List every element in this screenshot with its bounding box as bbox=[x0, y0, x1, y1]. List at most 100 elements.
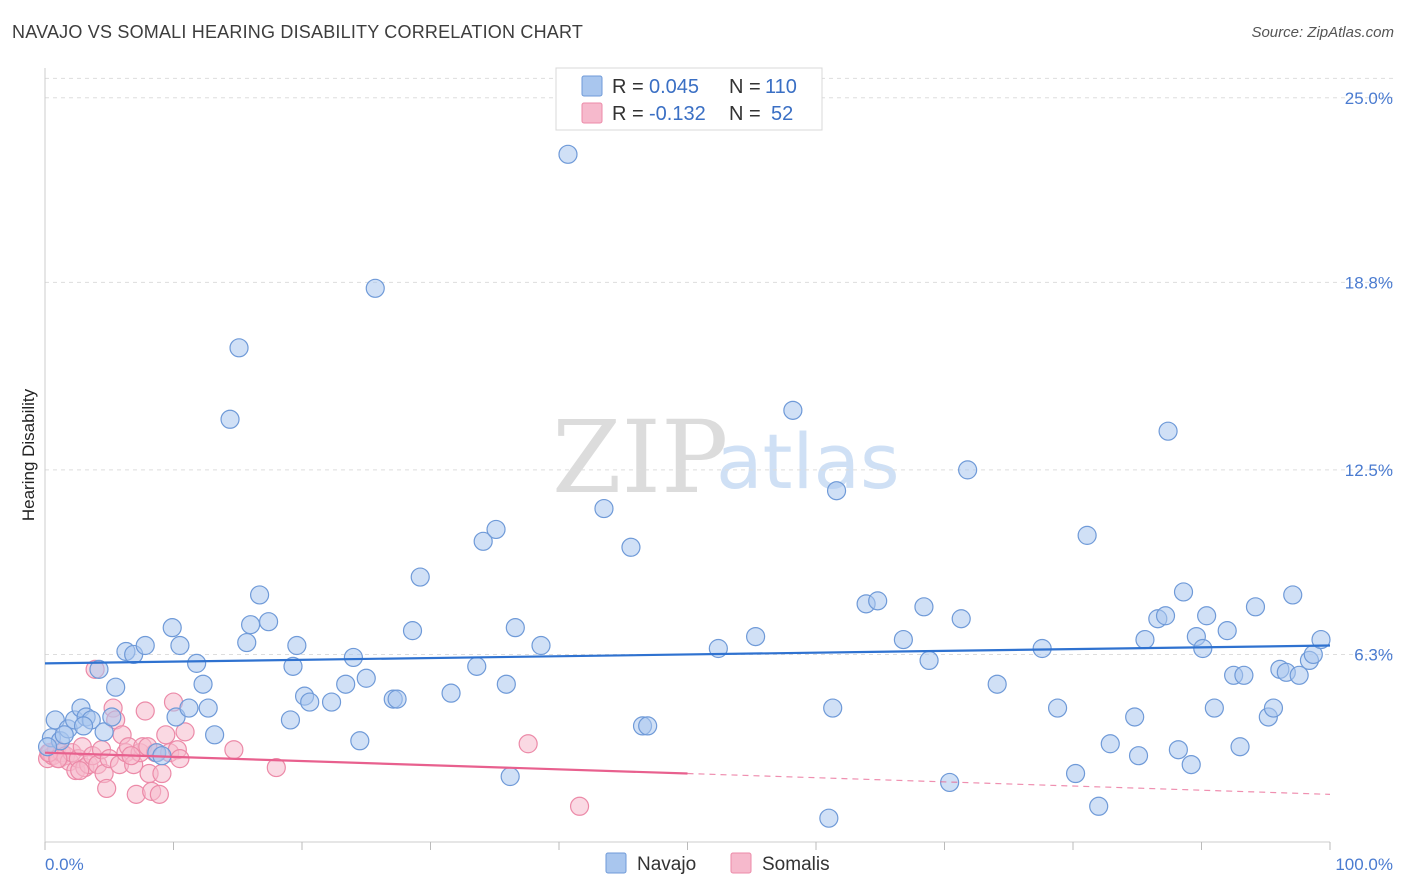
somalis-point bbox=[518, 734, 538, 754]
navajo-point bbox=[1245, 597, 1266, 617]
legend-r-label-somalis: R = bbox=[612, 103, 644, 125]
navajo-point bbox=[823, 698, 843, 718]
navajo-point bbox=[531, 635, 551, 656]
navajo-point bbox=[826, 481, 847, 501]
navajo-point bbox=[940, 772, 960, 793]
somalis-point bbox=[569, 796, 590, 816]
navajo-point bbox=[638, 716, 658, 736]
navajo-point bbox=[958, 460, 978, 480]
legend-n-value-navajo: 110 bbox=[765, 76, 797, 98]
x-tick-label-max: 100.0% bbox=[1335, 855, 1393, 874]
y-tick-label: 6.3% bbox=[1354, 645, 1393, 664]
axis-layer bbox=[44, 68, 1331, 850]
navajo-point bbox=[336, 674, 356, 694]
navajo-point bbox=[73, 716, 94, 736]
y-axis-label: Hearing Disability bbox=[19, 388, 38, 521]
navajo-point bbox=[505, 618, 525, 638]
navajo-point bbox=[473, 531, 493, 551]
series-legend: Navajo Somalis bbox=[605, 852, 830, 875]
navajo-series bbox=[37, 144, 1331, 828]
navajo-point bbox=[102, 707, 122, 727]
legend-swatch-somalis bbox=[581, 102, 603, 124]
somalis-point bbox=[70, 760, 90, 781]
somalis-point bbox=[175, 722, 195, 742]
navajo-point bbox=[387, 689, 407, 709]
navajo-point bbox=[1283, 585, 1303, 605]
navajo-point bbox=[162, 618, 182, 638]
grid-layer bbox=[45, 77, 1393, 655]
navajo-point bbox=[1289, 665, 1309, 685]
navajo-point bbox=[783, 400, 803, 420]
somalis-point bbox=[224, 740, 244, 760]
y-tick-label: 12.5% bbox=[1345, 461, 1393, 480]
somalis-point bbox=[97, 778, 117, 799]
navajo-point bbox=[343, 647, 363, 668]
somalis-point bbox=[170, 749, 190, 769]
legend-r-value-navajo: 0.045 bbox=[649, 76, 699, 98]
navajo-point bbox=[89, 659, 109, 679]
navajo-point bbox=[365, 278, 385, 298]
watermark-atlas: atlas bbox=[716, 417, 900, 506]
navajo-point bbox=[951, 609, 971, 629]
navajo-point bbox=[1173, 582, 1194, 602]
navajo-point bbox=[229, 338, 249, 358]
navajo-point bbox=[1311, 629, 1331, 650]
navajo-point bbox=[258, 612, 279, 632]
somalis-point bbox=[149, 784, 169, 804]
navajo-point bbox=[300, 692, 320, 712]
legend-n-label-somalis: N = bbox=[729, 103, 761, 125]
somalis-point bbox=[266, 757, 286, 778]
navajo-point bbox=[1234, 665, 1254, 685]
navajo-point bbox=[94, 722, 114, 742]
source-label: Source: ZipAtlas.com bbox=[1251, 24, 1394, 41]
navajo-point bbox=[249, 585, 270, 605]
navajo-point bbox=[1128, 746, 1149, 766]
navajo-point bbox=[594, 498, 614, 519]
somalis-point bbox=[156, 725, 176, 745]
navajo-point bbox=[237, 632, 257, 653]
navajo-trend-line bbox=[44, 644, 1331, 665]
navajo-point bbox=[1077, 525, 1097, 545]
somalis-point bbox=[152, 763, 172, 784]
navajo-point bbox=[893, 629, 913, 650]
navajo-point bbox=[486, 519, 506, 540]
navajo-point bbox=[1135, 629, 1155, 650]
navajo-point bbox=[914, 597, 934, 617]
navajo-point bbox=[621, 537, 641, 557]
navajo-point bbox=[987, 674, 1007, 694]
navajo-point bbox=[1158, 421, 1178, 441]
navajo-point bbox=[287, 635, 307, 656]
y-tick-label: 18.8% bbox=[1345, 273, 1393, 292]
navajo-point bbox=[496, 674, 516, 694]
somalis-point bbox=[135, 701, 155, 721]
navajo-point bbox=[1193, 638, 1213, 659]
navajo-point bbox=[37, 737, 58, 757]
navajo-point bbox=[1155, 606, 1176, 626]
navajo-point bbox=[205, 725, 225, 745]
trend-lines bbox=[44, 644, 1331, 795]
y-tick-label: 25.0% bbox=[1345, 89, 1393, 108]
navajo-point bbox=[819, 808, 839, 828]
navajo-point bbox=[402, 621, 423, 641]
bottom-legend-swatch-somalis bbox=[730, 852, 752, 874]
navajo-point bbox=[558, 144, 578, 164]
navajo-point bbox=[321, 692, 342, 712]
navajo-point bbox=[1047, 698, 1068, 718]
navajo-point bbox=[410, 567, 430, 587]
navajo-point bbox=[179, 698, 199, 718]
navajo-point bbox=[170, 635, 190, 656]
navajo-point bbox=[441, 683, 461, 703]
navajo-point bbox=[919, 650, 939, 671]
bottom-legend-label-navajo: Navajo bbox=[637, 854, 696, 875]
legend-r-label-navajo: R = bbox=[612, 76, 644, 98]
navajo-point bbox=[1168, 740, 1188, 760]
navajo-point bbox=[1100, 734, 1120, 754]
navajo-point bbox=[1197, 606, 1217, 626]
navajo-point bbox=[283, 656, 303, 676]
navajo-point bbox=[746, 626, 766, 647]
navajo-point bbox=[135, 635, 155, 656]
legend-r-value-somalis: -0.132 bbox=[649, 103, 706, 125]
navajo-point bbox=[1065, 763, 1086, 784]
navajo-point bbox=[467, 656, 487, 676]
navajo-point bbox=[1125, 707, 1145, 727]
